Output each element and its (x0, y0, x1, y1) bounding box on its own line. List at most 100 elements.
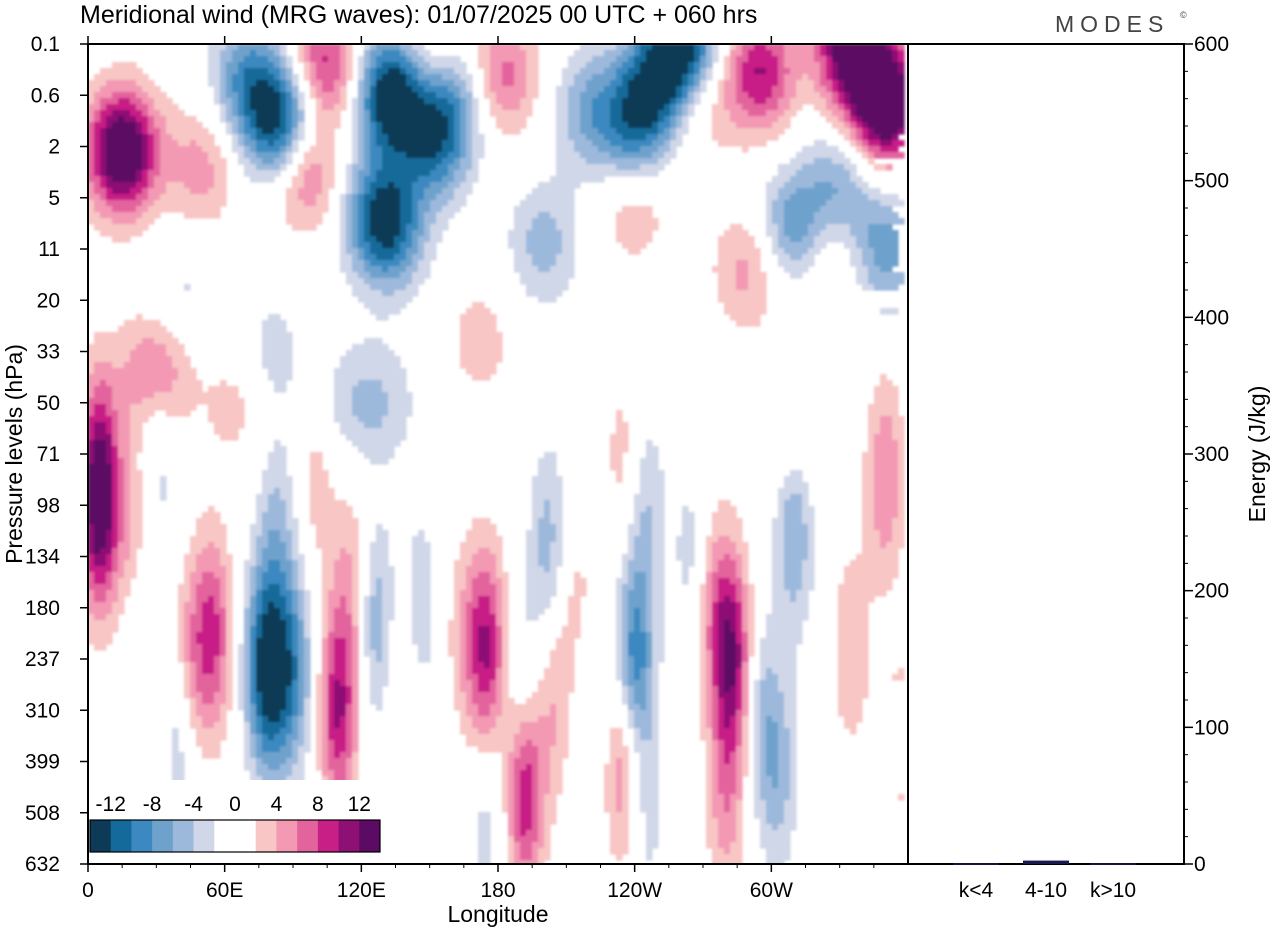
contour-cell (742, 596, 749, 603)
contour-cell (106, 404, 113, 411)
colorbar-label: 8 (312, 793, 324, 816)
contour-cell (616, 422, 629, 429)
contour-cell (466, 608, 473, 615)
contour-cell (868, 128, 875, 135)
contour-cell (652, 530, 665, 537)
contour-cell (784, 218, 815, 225)
contour-cell (154, 338, 179, 345)
contour-cell (622, 692, 629, 699)
contour-cell (250, 650, 257, 657)
contour-cell (88, 182, 95, 189)
contour-cell (322, 188, 329, 195)
contour-cell (430, 62, 467, 69)
contour-cell (652, 632, 665, 639)
contour-cell (706, 62, 713, 69)
contour-cell (748, 110, 767, 117)
contour-cell (352, 110, 359, 117)
contour-cell (784, 818, 797, 825)
contour-cell (142, 200, 155, 207)
contour-cell (532, 764, 539, 771)
longitude-axis: 0 60E 120E 180 120W 60W (82, 36, 875, 902)
contour-cell (706, 704, 713, 711)
contour-cell (292, 728, 299, 735)
contour-cell (466, 122, 473, 129)
contour-cell (112, 440, 119, 447)
contour-cell (358, 224, 365, 231)
contour-cell (622, 584, 635, 591)
contour-cell (478, 602, 491, 609)
contour-cell (298, 116, 305, 123)
contour-cell (790, 176, 851, 183)
contour-cell (736, 626, 743, 633)
contour-cell (664, 104, 671, 111)
contour-cell (88, 212, 101, 219)
contour-cell (112, 506, 119, 513)
contour-cell (736, 752, 743, 759)
contour-cell (340, 56, 347, 63)
contour-cell (370, 308, 401, 315)
contour-cell (772, 200, 785, 207)
contour-cell (286, 608, 293, 615)
contour-cell (556, 158, 587, 165)
contour-cell (406, 50, 419, 57)
contour-cell (310, 458, 323, 465)
contour-cell (214, 176, 227, 183)
contour-cell (340, 716, 347, 723)
contour-cell (556, 164, 617, 171)
contour-cell (268, 566, 281, 573)
contour-cell (514, 254, 533, 261)
contour-cell (262, 620, 287, 627)
contour-cell (682, 98, 689, 105)
contour-cell (286, 554, 293, 561)
contour-cell (340, 362, 401, 369)
contour-cell (706, 800, 713, 807)
contour-cell (604, 86, 617, 93)
contour-cell (394, 254, 407, 261)
contour-cell (520, 746, 539, 753)
contour-cell (358, 200, 365, 207)
contour-cell (640, 518, 653, 525)
contour-cell (736, 800, 743, 807)
contour-cell (196, 680, 221, 687)
contour-cell (814, 56, 827, 63)
contour-cell (112, 488, 119, 495)
contour-cell (298, 584, 305, 591)
contour-cell (616, 758, 623, 765)
contour-cell (160, 128, 167, 135)
contour-cell (772, 668, 797, 675)
contour-cell (826, 86, 833, 93)
contour-cell (628, 248, 641, 255)
contour-cell (106, 182, 137, 189)
contour-cell (898, 62, 905, 69)
contour-cell (748, 278, 767, 285)
contour-cell (286, 500, 293, 507)
contour-cell (292, 704, 299, 711)
contour-cell (166, 344, 185, 351)
contour-cell (298, 560, 305, 567)
contour-cell (544, 818, 557, 825)
contour-cell (652, 506, 665, 513)
contour-cell (418, 530, 425, 537)
contour-cell (832, 182, 857, 189)
contour-cell (478, 548, 491, 555)
contour-cell (556, 644, 575, 651)
contour-cell (364, 224, 371, 231)
contour-cell (352, 764, 359, 771)
contour-cell (868, 404, 899, 411)
contour-cell (658, 116, 665, 123)
contour-cell (322, 176, 335, 183)
contour-cell (280, 98, 287, 105)
contour-cell (532, 512, 545, 519)
contour-cell (736, 92, 749, 99)
contour-cell (520, 812, 533, 819)
contour-cell (190, 692, 203, 699)
contour-cell (844, 722, 857, 729)
contour-cell (862, 482, 875, 489)
contour-cell (232, 122, 239, 129)
contour-cell (472, 626, 479, 633)
contour-cell (112, 176, 137, 183)
contour-cell (88, 446, 95, 453)
contour-cell (784, 548, 809, 555)
contour-cell (550, 788, 563, 795)
contour-cell (784, 722, 797, 729)
